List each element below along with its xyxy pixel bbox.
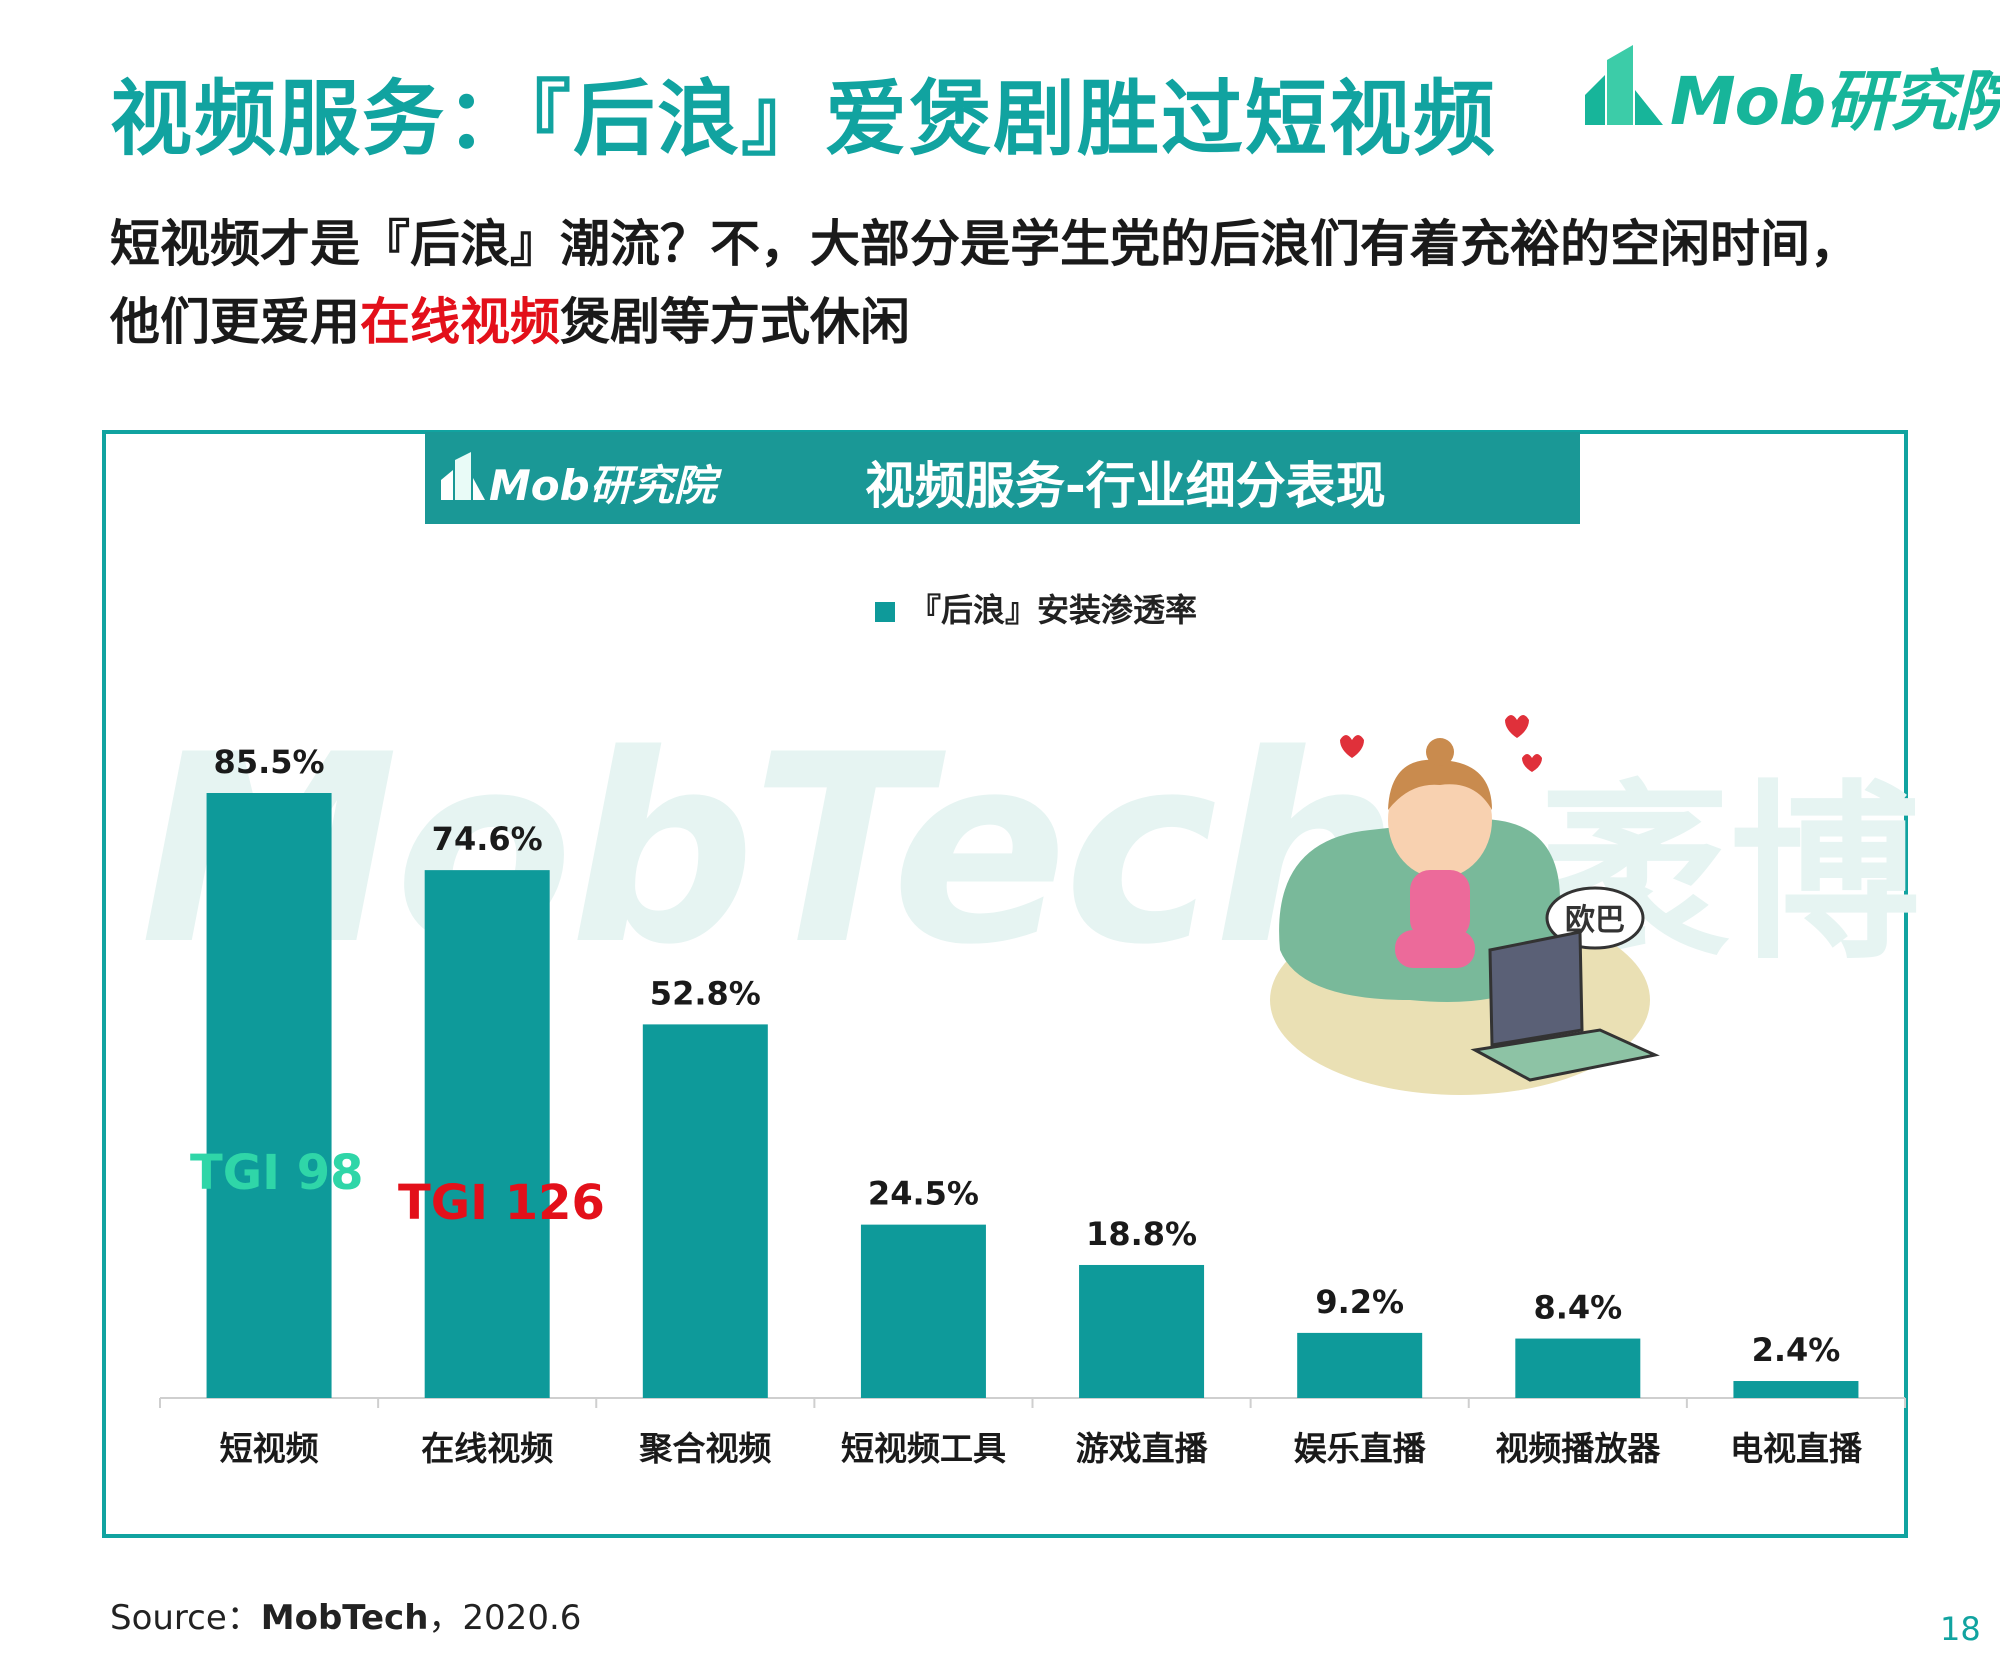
- data-label-5: 9.2%: [1315, 1283, 1404, 1321]
- banner-logo: Mob研究院: [437, 448, 716, 510]
- cartoon-illustration: 欧巴: [1270, 715, 1660, 1095]
- category-label-0: 短视频: [220, 1429, 319, 1468]
- data-label-7: 2.4%: [1752, 1331, 1841, 1369]
- category-label-4: 游戏直播: [1076, 1429, 1209, 1468]
- bar-3: [860, 1224, 986, 1398]
- bar-6: [1515, 1338, 1641, 1398]
- subtitle-highlight: 在线视频: [360, 293, 560, 351]
- bar-5: [1297, 1332, 1423, 1398]
- chart-title: 视频服务-行业细分表现: [865, 457, 1386, 515]
- data-label-6: 8.4%: [1533, 1289, 1622, 1327]
- data-label-4: 18.8%: [1086, 1215, 1197, 1253]
- girl-hair-bun: [1426, 738, 1454, 766]
- banner-building-icon: [441, 452, 485, 500]
- data-label-3: 24.5%: [868, 1175, 979, 1213]
- heart-icon: [1522, 754, 1542, 772]
- watermark-text: MobTech: [140, 700, 1399, 1002]
- girl-hair: [1388, 759, 1492, 810]
- building-icon: [1585, 45, 1663, 125]
- legend-label: 『后浪』安装渗透率: [909, 591, 1198, 629]
- subtitle-line-2: 他们更爱用在线视频煲剧等方式休闲: [110, 283, 1910, 361]
- category-label-3: 短视频工具: [841, 1429, 1006, 1468]
- tgi-online-video: TGI 126: [398, 1175, 605, 1231]
- subtitle: 短视频才是『后浪』潮流？不，大部分是学生党的后浪们有着充裕的空闲时间， 他们更爱…: [110, 205, 1910, 361]
- subtitle-prefix: 他们更爱用: [110, 293, 360, 351]
- page-number: 18: [1940, 1610, 1981, 1648]
- subtitle-suffix: 煲剧等方式休闲: [560, 293, 910, 351]
- bar-0: [206, 793, 332, 1398]
- heart-icon: [1505, 715, 1529, 738]
- source-name: MobTech: [260, 1598, 429, 1638]
- tv-screen: [1488, 930, 1584, 1047]
- data-label-0: 85.5%: [214, 743, 325, 781]
- logo-text: Mob研究院: [1670, 63, 2000, 140]
- tv-stand: [1470, 1028, 1660, 1082]
- bar-1: [424, 870, 550, 1398]
- data-label-1: 74.6%: [432, 820, 543, 858]
- tgi-short-video: TGI 98: [190, 1145, 364, 1201]
- subtitle-line-1: 短视频才是『后浪』潮流？不，大部分是学生党的后浪们有着充裕的空闲时间，: [110, 215, 1860, 273]
- source-date: ，2020.6: [428, 1598, 582, 1638]
- banner-logo-text: Mob研究院: [489, 461, 716, 510]
- source-label: Source：: [110, 1598, 261, 1638]
- bar-7: [1733, 1381, 1859, 1398]
- legend-swatch: [875, 602, 895, 622]
- girl-body: [1410, 870, 1470, 940]
- girl-head: [1388, 762, 1492, 878]
- chart-legend: 『后浪』安装渗透率: [875, 585, 1197, 631]
- category-label-1: 在线视频: [421, 1429, 553, 1468]
- mob-logo: Mob研究院: [1575, 40, 2000, 140]
- page-title: 视频服务：『后浪』爱煲剧胜过短视频: [110, 72, 1498, 167]
- bar-4: [1079, 1264, 1205, 1398]
- category-label-5: 娱乐直播: [1294, 1429, 1427, 1468]
- heart-icon: [1340, 735, 1364, 758]
- girl-legs: [1395, 930, 1475, 968]
- category-label-2: 聚合视频: [638, 1429, 771, 1468]
- data-label-2: 52.8%: [650, 974, 761, 1012]
- bar-2: [642, 1024, 768, 1398]
- category-label-6: 视频播放器: [1495, 1429, 1661, 1468]
- chart-banner: Mob研究院 视频服务-行业细分表现: [425, 432, 1580, 524]
- source-note: Source：MobTech，2020.6: [110, 1590, 581, 1639]
- category-label-7: 电视直播: [1730, 1429, 1863, 1468]
